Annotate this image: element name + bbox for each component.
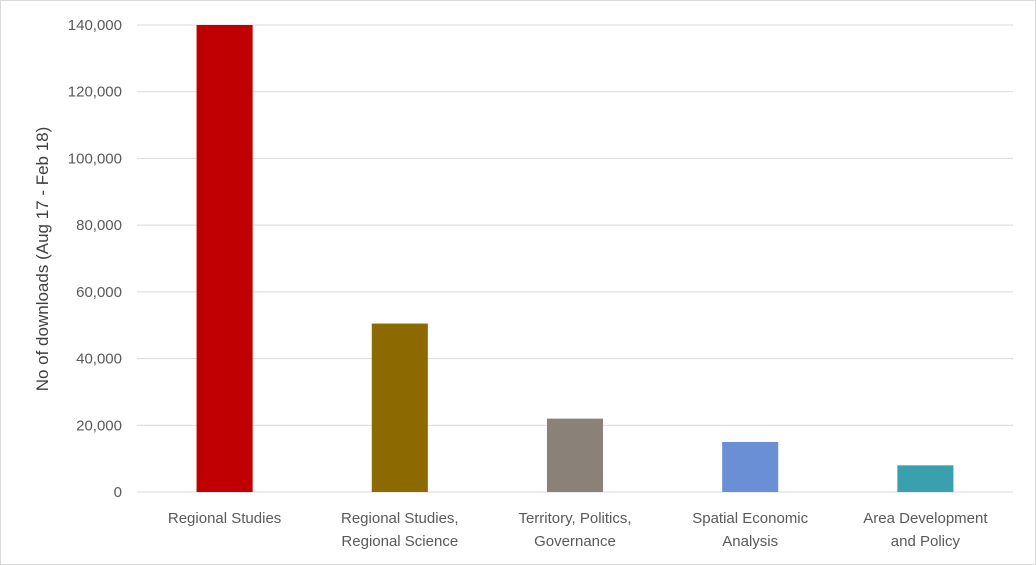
x-category-label-line: Analysis: [722, 533, 778, 550]
y-axis-title: No of downloads (Aug 17 - Feb 18): [33, 127, 52, 392]
x-category-label: Area Development and Policy: [863, 510, 988, 550]
bar: [546, 418, 604, 492]
x-category-label-line: Regional Studies: [168, 510, 281, 527]
bar: [196, 25, 253, 492]
x-category-label-line: Governance: [534, 533, 616, 550]
x-category-label: Regional Studies: [168, 510, 281, 527]
bar: [371, 323, 428, 492]
bar: [897, 465, 954, 492]
x-category-label: Regional Studies, Regional Science: [341, 510, 459, 550]
y-tick-label: 140,000: [68, 17, 122, 34]
x-category-label-line: and Policy: [891, 533, 961, 550]
bars: [196, 25, 954, 492]
x-category-label: Territory, Politics, Governance: [518, 510, 631, 550]
bar: [722, 441, 779, 492]
y-tick-label: 80,000: [76, 217, 122, 234]
y-tick-label: 100,000: [68, 150, 122, 167]
y-tick-label: 20,000: [76, 417, 122, 434]
y-tick-label: 120,000: [68, 84, 122, 101]
y-axis-ticks: 0 20,000 40,000 60,000 80,000 100,000 120,000 1…: [68, 17, 122, 501]
x-category-label: Spatial Economic Analysis: [692, 510, 808, 550]
x-category-label-line: Area Development: [863, 510, 988, 527]
x-category-label-line: Territory, Politics,: [518, 510, 631, 527]
y-tick-label: 60,000: [76, 284, 122, 301]
x-axis-categories: Regional Studies Regional Studies, Regiona…: [168, 510, 988, 550]
y-tick-label: 40,000: [76, 351, 122, 368]
x-category-label-line: Regional Science: [341, 533, 458, 550]
y-tick-label: 0: [114, 484, 122, 501]
x-category-label-line: Regional Studies,: [341, 510, 459, 527]
x-category-label-line: Spatial Economic: [692, 510, 808, 527]
